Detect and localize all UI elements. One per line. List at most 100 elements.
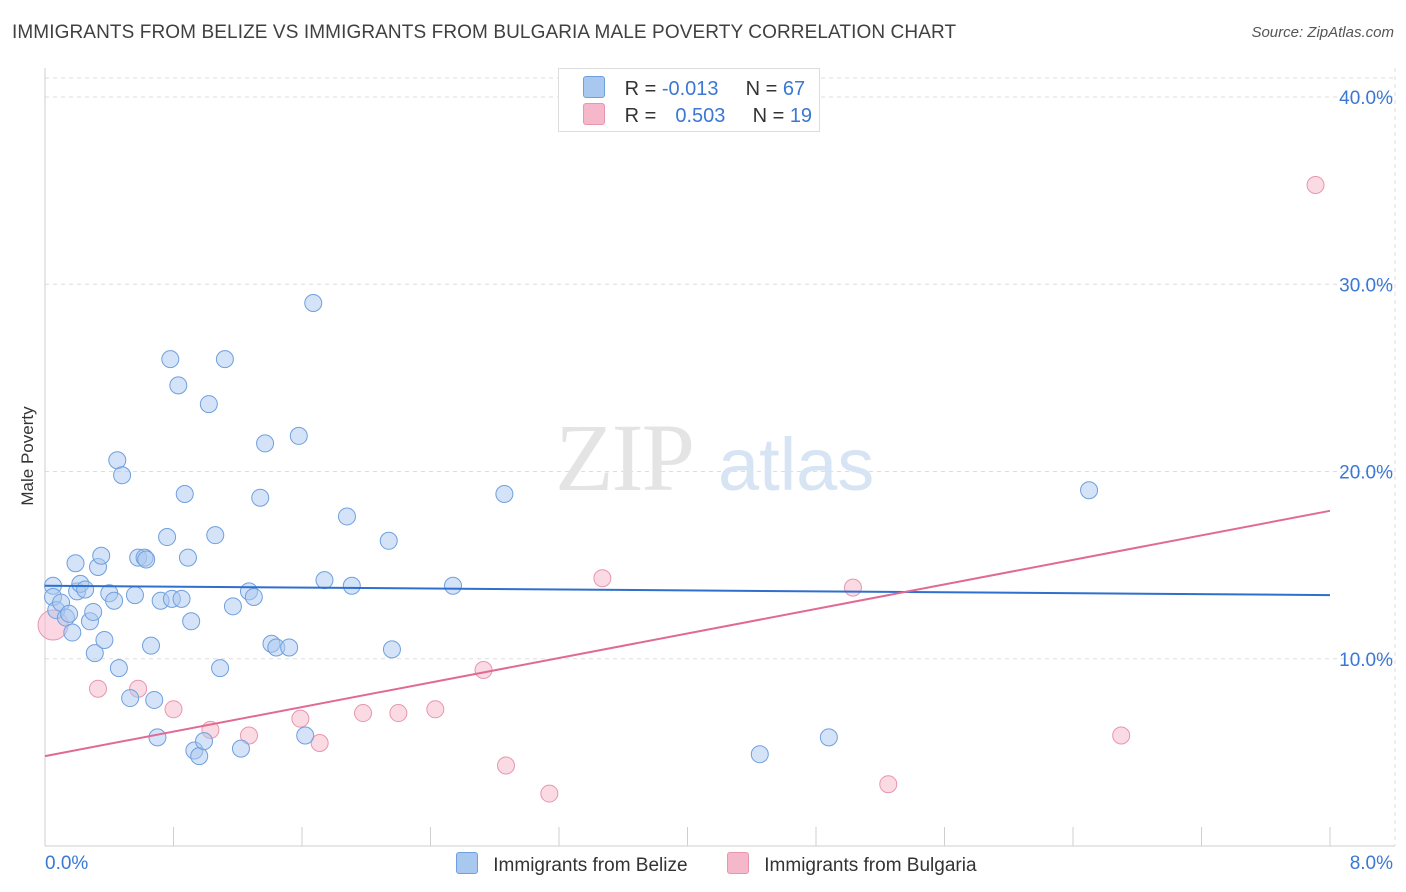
bulgaria-series-name: Immigrants from Bulgaria — [764, 855, 977, 876]
bulgaria-point — [1306, 176, 1325, 195]
bulgaria-point — [1112, 726, 1131, 745]
belize-point — [169, 376, 188, 395]
belize-point — [211, 659, 230, 678]
watermark-atlas: atlas — [718, 423, 874, 506]
chart-title: IMMIGRANTS FROM BELIZE VS IMMIGRANTS FRO… — [12, 22, 957, 43]
belize-point — [223, 597, 242, 616]
belize-point — [121, 689, 140, 708]
stats-legend: R = -0.013 N = 67 R = 0.503 N = 19 — [558, 68, 820, 132]
bulgaria-point — [291, 709, 310, 728]
belize-point — [105, 591, 124, 610]
belize-point — [215, 350, 234, 369]
belize-point — [296, 726, 315, 745]
belize-point — [182, 612, 201, 631]
belize-point — [280, 638, 299, 657]
bulgaria-points — [37, 176, 1325, 803]
tick-labels: 10.0% 20.0% 30.0% 40.0% 0.0% 8.0% — [45, 88, 1393, 874]
y-tick-label: 10.0% — [1339, 650, 1393, 671]
belize-point — [142, 636, 161, 655]
n-value: 67 — [782, 78, 806, 100]
r-value: -0.013 — [661, 78, 719, 100]
bulgaria-point — [474, 660, 493, 679]
bulgaria-point — [310, 734, 329, 753]
belize-point — [443, 576, 462, 595]
bulgaria-trend-line — [44, 509, 1331, 758]
belize-point — [195, 732, 214, 751]
belize-point — [1080, 481, 1099, 500]
belize-point — [337, 507, 356, 526]
trend-lines — [44, 509, 1331, 758]
belize-point — [382, 640, 401, 659]
bulgaria-point — [426, 700, 445, 719]
belize-point — [137, 550, 156, 569]
y-tick-label: 40.0% — [1339, 88, 1393, 109]
belize-point — [63, 623, 82, 642]
belize-point — [256, 434, 275, 453]
belize-point — [60, 604, 79, 623]
axes — [44, 68, 1395, 847]
belize-point — [190, 747, 209, 766]
belize-point — [108, 451, 127, 470]
bulgaria-point — [496, 756, 515, 775]
legend-row-belize: R = -0.013 N = 67 — [583, 76, 805, 100]
belize-point — [85, 644, 104, 663]
r-label: R = — [624, 105, 657, 127]
source-credit: Source: ZipAtlas.com — [1251, 24, 1394, 41]
belize-point — [172, 589, 191, 608]
belize-point — [113, 466, 132, 485]
r-value: 0.503 — [675, 105, 726, 127]
belize-swatch — [583, 76, 605, 98]
belize-point — [304, 293, 323, 312]
belize-point — [92, 546, 111, 565]
bulgaria-swatch — [727, 852, 749, 874]
belize-point — [750, 745, 769, 764]
bulgaria-point — [540, 784, 559, 803]
bulgaria-point — [843, 578, 862, 597]
belize-point — [95, 631, 114, 650]
belize-point — [175, 484, 194, 503]
bulgaria-point — [879, 775, 898, 794]
n-label: N = — [752, 105, 785, 127]
bulgaria-point — [354, 704, 373, 723]
belize-point — [495, 484, 514, 503]
belize-point — [148, 728, 167, 747]
bulgaria-point — [164, 700, 183, 719]
belize-swatch — [456, 852, 478, 874]
belize-point — [379, 531, 398, 550]
bulgaria-swatch — [583, 103, 605, 125]
belize-point — [342, 576, 361, 595]
belize-point — [231, 739, 250, 758]
belize-point — [819, 728, 838, 747]
n-value: 19 — [789, 105, 813, 127]
n-label: N = — [745, 78, 778, 100]
bulgaria-point — [89, 679, 108, 698]
belize-point — [76, 580, 95, 599]
r-label: R = — [624, 78, 657, 100]
belize-point — [66, 554, 85, 573]
legend-row-bulgaria: R = 0.503 N = 19 — [583, 103, 812, 127]
belize-point — [158, 528, 177, 547]
bulgaria-point — [593, 569, 612, 588]
bulgaria-point — [389, 704, 408, 723]
belize-point — [145, 690, 164, 709]
y-tick-label: 30.0% — [1339, 275, 1393, 296]
y-tick-label: 20.0% — [1339, 463, 1393, 484]
y-axis-label: Male Poverty — [18, 406, 37, 506]
belize-point — [109, 659, 128, 678]
belize-point — [178, 548, 197, 567]
belize-point — [199, 395, 218, 414]
belize-point — [315, 571, 334, 590]
belize-point — [244, 587, 263, 606]
watermark-zip: ZIP — [555, 404, 693, 511]
belize-trend-line — [44, 584, 1331, 597]
belize-point — [251, 488, 270, 507]
belize-point — [84, 602, 103, 621]
belize-series-name: Immigrants from Belize — [493, 855, 688, 876]
bulgaria-point — [239, 726, 258, 745]
belize-point — [161, 350, 180, 369]
x-tick-label: 0.0% — [45, 853, 88, 874]
watermark: ZIP atlas — [555, 404, 874, 511]
bottom-legend-bulgaria: Immigrants from Bulgaria — [727, 852, 977, 877]
belize-point — [125, 586, 144, 605]
